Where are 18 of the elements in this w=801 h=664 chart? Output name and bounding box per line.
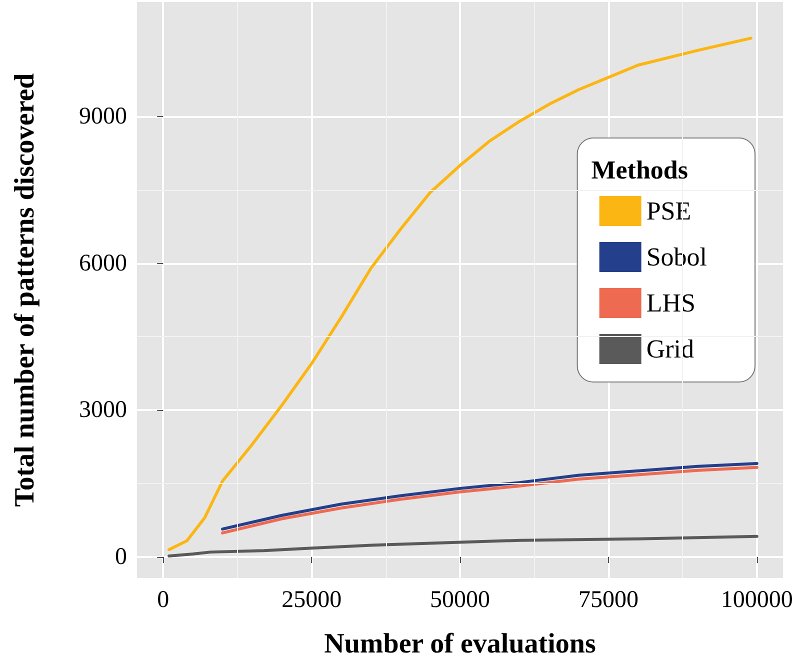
legend-label: Sobol xyxy=(646,242,708,272)
y-tick-label: 3000 xyxy=(79,397,127,424)
x-tick-label: 0 xyxy=(157,587,170,613)
line-series xyxy=(168,36,752,552)
x-tick-label: 75000 xyxy=(578,587,638,613)
y-axis-title: Total number of patterns discovered xyxy=(10,72,40,507)
line-series xyxy=(168,534,758,558)
y-tick-label: 0 xyxy=(115,544,127,570)
x-axis-title: Number of evaluations xyxy=(324,628,596,660)
legend-label: LHS xyxy=(646,288,696,318)
legend-label: Grid xyxy=(646,334,694,364)
legend-label: PSE xyxy=(646,196,692,226)
x-tick-label: 25000 xyxy=(282,587,342,613)
legend-title: Methods xyxy=(591,156,688,184)
x-tick-label: 100000 xyxy=(720,587,793,613)
y-tick-label: 9000 xyxy=(79,104,127,130)
x-tick-label: 50000 xyxy=(430,587,490,613)
y-tick-label: 6000 xyxy=(79,250,127,276)
